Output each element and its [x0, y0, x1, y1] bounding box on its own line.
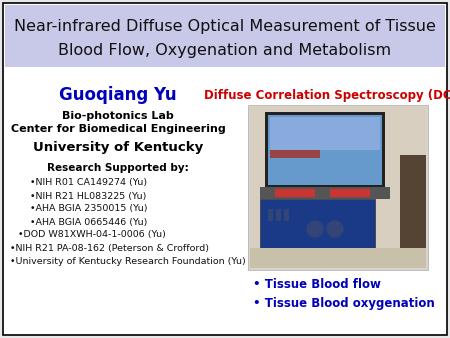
- Bar: [284, 209, 289, 221]
- Text: •NIH R21 HL083225 (Yu): •NIH R21 HL083225 (Yu): [30, 192, 146, 200]
- Text: Bio-photonics Lab: Bio-photonics Lab: [62, 111, 174, 121]
- Text: •DOD W81XWH-04-1-0006 (Yu): •DOD W81XWH-04-1-0006 (Yu): [18, 231, 166, 240]
- Bar: [310, 192, 340, 197]
- Circle shape: [307, 221, 323, 237]
- Text: Near-infrared Diffuse Optical Measurement of Tissue: Near-infrared Diffuse Optical Measuremen…: [14, 19, 436, 33]
- Bar: [400, 155, 426, 250]
- Text: •AHA BGIA 2350015 (Yu): •AHA BGIA 2350015 (Yu): [30, 204, 148, 214]
- Bar: [275, 189, 315, 197]
- Text: Blood Flow, Oxygenation and Metabolism: Blood Flow, Oxygenation and Metabolism: [58, 43, 392, 57]
- Text: •University of Kentucky Research Foundation (Yu): •University of Kentucky Research Foundat…: [10, 257, 246, 266]
- Bar: [250, 248, 426, 268]
- Bar: [270, 117, 380, 149]
- Bar: [330, 189, 370, 197]
- Bar: [250, 107, 426, 268]
- Bar: [268, 209, 273, 221]
- Text: •NIH R21 PA-08-162 (Peterson & Crofford): •NIH R21 PA-08-162 (Peterson & Crofford): [10, 243, 209, 252]
- Bar: [276, 209, 281, 221]
- Text: Center for Biomedical Engineering: Center for Biomedical Engineering: [11, 124, 225, 134]
- Circle shape: [327, 221, 343, 237]
- Text: •AHA BGIA 0665446 (Yu): •AHA BGIA 0665446 (Yu): [30, 217, 148, 226]
- Bar: [260, 187, 390, 199]
- Bar: [265, 112, 385, 192]
- Text: Research Supported by:: Research Supported by:: [47, 163, 189, 173]
- Text: Diffuse Correlation Spectroscopy (DCS): Diffuse Correlation Spectroscopy (DCS): [204, 89, 450, 101]
- Text: • Tissue Blood oxygenation: • Tissue Blood oxygenation: [253, 296, 435, 310]
- Bar: [5, 5, 445, 67]
- Bar: [248, 105, 428, 270]
- Text: Guoqiang Yu: Guoqiang Yu: [59, 86, 177, 104]
- Bar: [260, 199, 375, 251]
- Bar: [268, 115, 382, 185]
- Text: • Tissue Blood flow: • Tissue Blood flow: [253, 279, 381, 291]
- Bar: [270, 149, 320, 158]
- Text: •NIH R01 CA149274 (Yu): •NIH R01 CA149274 (Yu): [30, 178, 147, 188]
- Text: University of Kentucky: University of Kentucky: [33, 141, 203, 153]
